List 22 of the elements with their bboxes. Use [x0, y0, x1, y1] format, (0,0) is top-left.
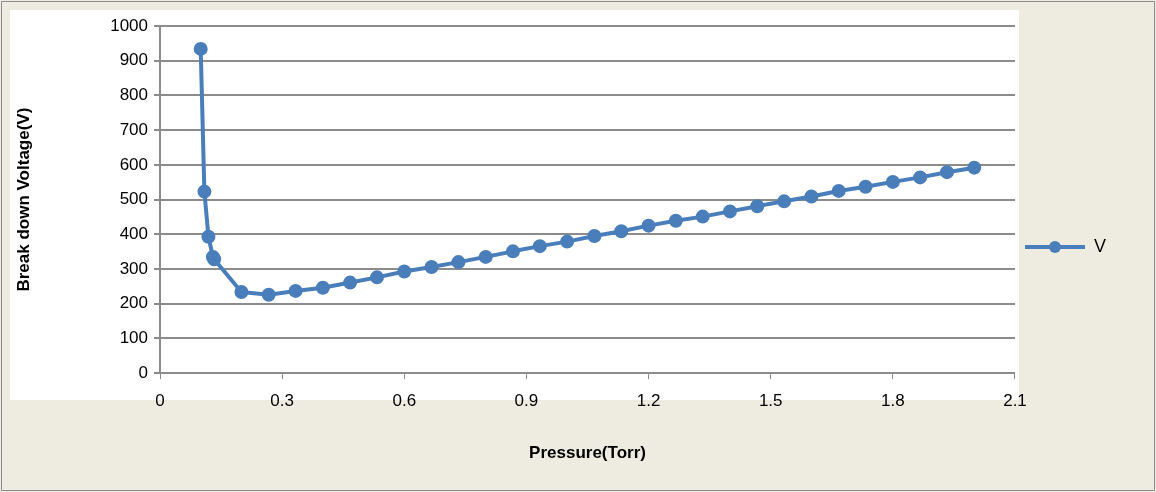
x-tick-label: 0.3 [270, 391, 294, 411]
x-tick-label: 0.9 [514, 391, 539, 411]
y-tick-label: 500 [119, 189, 148, 209]
x-tick-label: 0.6 [392, 391, 417, 411]
y-tick-label: 900 [119, 50, 148, 70]
x-tick-label: 0 [155, 391, 165, 411]
y-tick-label: 0 [138, 362, 148, 382]
legend-label: V [1093, 235, 1107, 256]
y-axis-title: Break down Voltage(V) [13, 107, 33, 292]
y-tick-label: 400 [119, 224, 148, 244]
x-tick-label: 2.1 [1003, 391, 1027, 411]
x-tick-label: 1.5 [758, 391, 783, 411]
x-tick-label: 1.8 [881, 391, 905, 411]
y-tick-label: 700 [119, 119, 148, 139]
y-tick-label: 1000 [110, 15, 148, 35]
y-tick-label: 200 [119, 293, 148, 313]
y-tick-label: 100 [119, 328, 148, 348]
y-tick-label: 300 [119, 258, 148, 278]
y-tick-label: 600 [119, 154, 148, 174]
y-tick-label: 800 [119, 85, 148, 105]
x-tick-label: 1.2 [636, 391, 661, 411]
x-axis-title: Pressure(Torr) [529, 443, 646, 463]
